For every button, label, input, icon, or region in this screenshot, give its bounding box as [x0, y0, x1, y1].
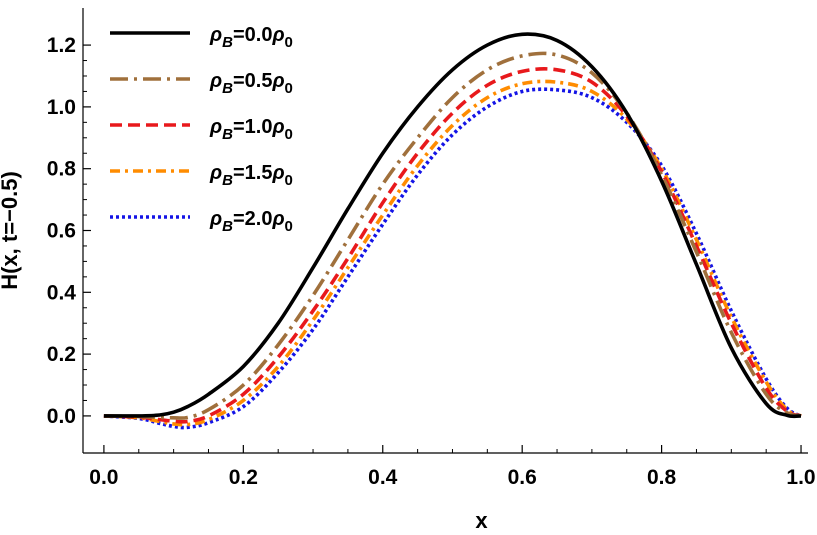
y-tick-label: 0.6 [47, 220, 76, 243]
x-axis-label: x [475, 508, 488, 533]
y-tick-label: 1.2 [47, 34, 76, 57]
x-tick-label: 0.8 [647, 466, 677, 489]
y-tick-label: 0.8 [47, 158, 77, 181]
legend-label-2: ρB=1.0ρ0 [209, 116, 293, 143]
x-tick-label: 0.0 [89, 466, 118, 489]
y-tick-label: 0.4 [47, 281, 77, 304]
legend: ρB=0.0ρ0 ρB=0.5ρ0 ρB=1.0ρ0 ρB=1.5ρ0 ρB=2.0ρ0 [110, 24, 293, 235]
y-tick-label: 1.0 [47, 96, 76, 119]
x-tick-label: 0.2 [229, 466, 258, 489]
y-tick-label: 0.0 [47, 405, 76, 428]
x-tick-label: 0.6 [508, 466, 537, 489]
data-series-group [103, 32, 802, 430]
series-line-2 [103, 67, 802, 424]
series-line-0 [103, 32, 802, 419]
y-axis-label: H(x, t=−0.5) [0, 171, 22, 290]
x-tick-label: 1.0 [786, 466, 815, 489]
y-tick-label: 0.2 [47, 343, 76, 366]
series-line-3 [103, 79, 802, 427]
legend-label-4: ρB=2.0ρ0 [209, 208, 293, 235]
legend-label-3: ρB=1.5ρ0 [209, 162, 293, 189]
axes: 0.0 0.2 0.4 0.6 0.8 1.0 0.0 0.2 0.4 0.6 0.8 1.0 1.2 [47, 8, 816, 489]
legend-label-0: ρB=0.0ρ0 [209, 24, 293, 51]
series-line-1 [103, 51, 802, 420]
x-tick-label: 0.4 [368, 466, 398, 489]
series-line-4 [103, 87, 802, 430]
legend-label-1: ρB=0.5ρ0 [209, 70, 293, 97]
